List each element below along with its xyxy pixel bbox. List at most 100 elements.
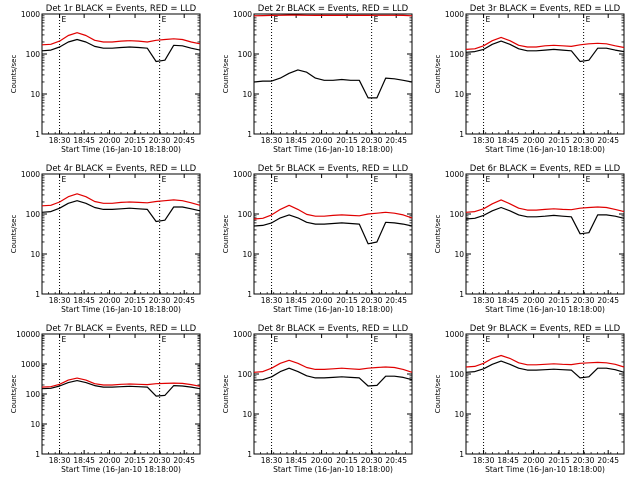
x-axis-label: Start Time (16-Jan-10 18:18:00) [273,145,393,154]
y-tick-label: 10 [242,90,252,99]
events-series-line [41,200,201,223]
event-marker-label: E [486,175,491,184]
panel-6: Det 6r BLACK = Events, RED = LLD 1 10 100 10… [434,164,625,314]
event-marker-label: E [274,15,279,24]
y-tick-label: 1 [247,290,252,299]
event-marker-label: E [586,175,591,184]
event-marker-label: E [486,335,491,344]
x-tick-label: 20:15 [124,136,146,145]
y-tick-label: 10 [30,420,40,429]
x-tick-label: 20:45 [385,296,407,305]
panel-1: Det 1r BLACK = Events, RED = LLD 1 10 100 10… [10,4,201,154]
y-tick-label: 1000 [233,170,252,179]
y-tick-label: 1000 [233,10,252,19]
x-tick-label: 18:45 [73,136,95,145]
x-tick-label: 20:15 [124,456,146,465]
panel-5: Det 5r BLACK = Events, RED = LLD 1 10 100 10… [222,164,413,314]
y-tick-label: 1 [459,290,464,299]
y-axis-label: Counts/sec [10,215,18,254]
event-marker-label: E [274,335,279,344]
y-tick-label: 100 [450,370,465,379]
lld-series-line [253,14,413,17]
y-tick-label: 10 [242,250,252,259]
x-tick-label: 18:45 [285,456,307,465]
x-tick-label: 20:45 [385,456,407,465]
x-tick-label: 20:15 [124,296,146,305]
panel-8: Det 8r BLACK = Events, RED = LLD 1 10 100 10… [222,324,413,474]
x-tick-label: 18:30 [261,296,283,305]
y-tick-label: 1 [459,450,464,459]
panel-title: Det 8r BLACK = Events, RED = LLD [258,324,409,334]
x-tick-label: 20:45 [173,296,195,305]
event-marker-label: E [62,175,67,184]
y-tick-label: 100 [238,50,253,59]
x-tick-label: 20:30 [361,456,383,465]
y-axis-label: Counts/sec [222,375,230,414]
x-tick-label: 18:45 [497,296,519,305]
panel-3: Det 3r BLACK = Events, RED = LLD 1 10 100 10… [434,4,625,154]
y-tick-label: 100 [238,210,253,219]
x-tick-label: 20:30 [573,136,595,145]
lld-series-line [465,354,625,368]
y-tick-label: 100 [26,50,41,59]
x-tick-label: 20:00 [99,296,121,305]
x-tick-label: 20:00 [99,136,121,145]
x-tick-label: 20:30 [361,136,383,145]
lld-series-line [465,199,625,213]
x-tick-label: 20:00 [311,136,333,145]
panel-title: Det 5r BLACK = Events, RED = LLD [258,164,409,174]
x-tick-label: 20:15 [336,456,358,465]
y-tick-label: 1000 [445,330,464,339]
x-tick-label: 20:15 [336,296,358,305]
panel-2: Det 2r BLACK = Events, RED = LLD 1 10 100 10… [222,4,413,154]
y-tick-label: 10 [454,250,464,259]
y-axis-label: Counts/sec [10,55,18,94]
events-series-line [253,214,413,245]
event-marker-label: E [486,15,491,24]
y-tick-label: 100 [450,210,465,219]
panel-title: Det 3r BLACK = Events, RED = LLD [470,4,621,14]
plot-frame [41,173,201,295]
x-tick-label: 20:00 [523,296,545,305]
x-tick-label: 20:30 [573,456,595,465]
panel-title: Det 9r BLACK = Events, RED = LLD [470,324,621,334]
x-tick-label: 20:15 [548,136,570,145]
x-tick-label: 20:45 [597,296,619,305]
x-tick-label: 20:30 [361,296,383,305]
y-tick-label: 10 [454,90,464,99]
lld-series-line [253,359,413,373]
event-marker-label: E [374,335,379,344]
x-tick-label: 18:45 [285,296,307,305]
x-tick-label: 18:30 [49,296,71,305]
panel-4: Det 4r BLACK = Events, RED = LLD 1 10 100 10… [10,164,201,314]
x-tick-label: 18:30 [473,296,495,305]
x-tick-label: 18:30 [261,456,283,465]
y-axis-label: Counts/sec [434,215,442,254]
x-tick-label: 20:00 [523,456,545,465]
event-marker-label: E [162,175,167,184]
y-axis-label: Counts/sec [10,375,18,414]
y-axis-label: Counts/sec [434,55,442,94]
x-tick-label: 20:30 [149,456,171,465]
lld-series-line [41,32,201,46]
event-marker-label: E [162,15,167,24]
x-axis-label: Start Time (16-Jan-10 18:18:00) [485,305,605,314]
events-series-line [41,380,201,397]
events-series-line [41,38,201,63]
x-tick-label: 20:00 [311,296,333,305]
plot-frame [465,173,625,295]
x-tick-label: 20:15 [548,456,570,465]
y-tick-label: 100 [26,210,41,219]
x-tick-label: 20:45 [597,456,619,465]
y-axis-label: Counts/sec [222,215,230,254]
x-tick-label: 20:00 [523,136,545,145]
event-marker-label: E [374,175,379,184]
x-tick-label: 18:45 [73,456,95,465]
event-marker-label: E [374,15,379,24]
plot-frame [253,173,413,295]
x-axis-label: Start Time (16-Jan-10 18:18:00) [485,465,605,474]
y-tick-label: 1 [35,450,40,459]
x-tick-label: 20:30 [149,136,171,145]
x-axis-label: Start Time (16-Jan-10 18:18:00) [61,465,181,474]
